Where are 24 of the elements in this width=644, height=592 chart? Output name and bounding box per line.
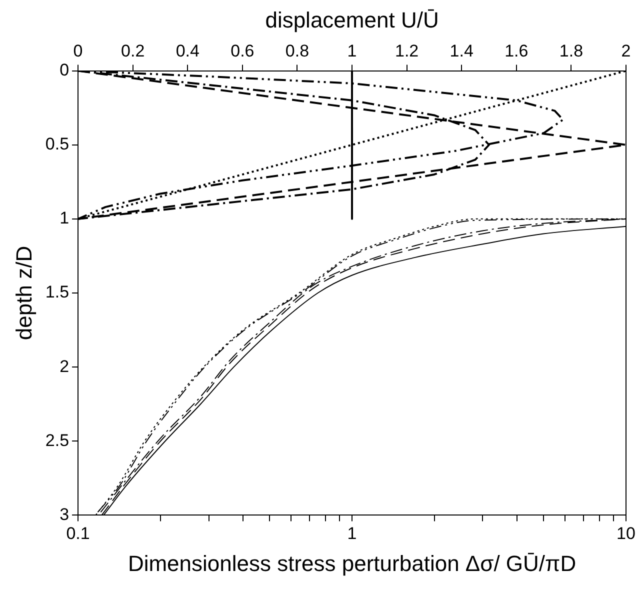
x2-tick-label: 1.2: [394, 41, 419, 60]
y-tick-label: 2.5: [45, 430, 70, 450]
y-tick-label: 0.5: [45, 134, 70, 154]
y-tick-label: 3: [60, 504, 70, 524]
x2-tick-label: 2: [621, 41, 631, 60]
y-tick-label: 2: [60, 356, 70, 376]
x2-tick-label: 1.8: [559, 41, 584, 60]
x2-tick-label: 1: [347, 41, 357, 60]
x2-axis-title: displacement U/Ū: [265, 7, 439, 32]
y-tick-label: 1: [60, 208, 70, 228]
x2-tick-label: 1.4: [450, 41, 474, 60]
x2-tick-label: 0.6: [230, 41, 254, 60]
x2-tick-label: 1.6: [504, 41, 528, 60]
x2-tick-label: 0.8: [285, 41, 310, 60]
y-tick-label: 0: [60, 60, 70, 80]
x2-tick-label: 0.4: [176, 41, 200, 60]
x2-tick-label: 0.2: [121, 41, 145, 60]
x-axis-title: Dimensionless stress perturbation Δσ/ GŪ/πD: [128, 550, 576, 576]
y-tick-label: 1.5: [45, 282, 70, 302]
x-tick-label: 10: [616, 524, 636, 544]
x-tick-label: 0.1: [66, 524, 90, 544]
x2-tick-label: 0: [73, 41, 83, 60]
x-tick-label: 1: [347, 524, 357, 544]
y-axis-title: depth z/D: [11, 246, 36, 340]
